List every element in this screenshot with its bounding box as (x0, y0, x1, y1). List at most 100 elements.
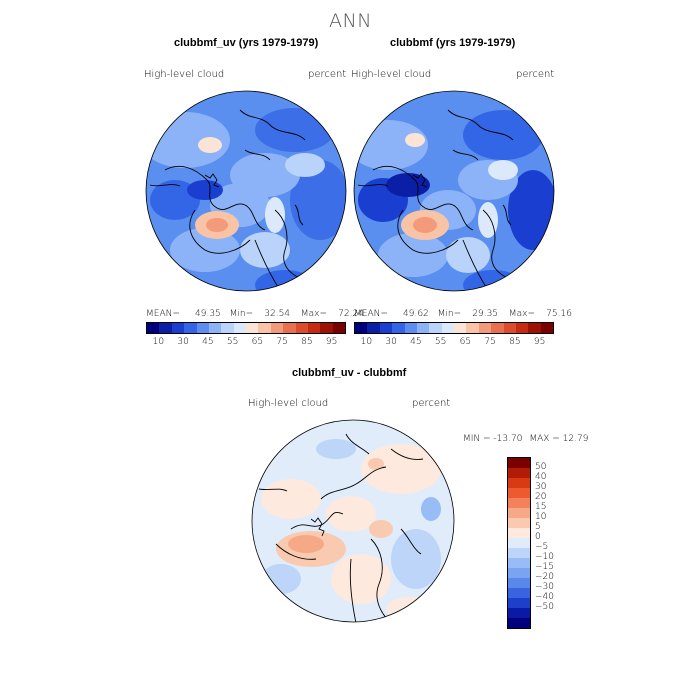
panel1-colorbar (146, 322, 346, 334)
panel2-max-label: Max= (508, 309, 536, 319)
panel3-colorbar-tick-label: −40 (535, 592, 554, 602)
panel3-colorbar-tick-label: −30 (535, 582, 554, 592)
panel1-colorbar-tick-label: 65 (251, 337, 264, 347)
panel2-colorbar-swatch (515, 323, 529, 333)
panel1-polar-map (145, 90, 347, 292)
panel1-colorbar-swatch (246, 323, 259, 333)
panel3-colorbar-swatch (508, 528, 530, 538)
panel3-colorbar-swatch (508, 598, 530, 608)
panel3-units-label: percent (412, 398, 451, 409)
panel2-colorbar-swatch (404, 323, 417, 333)
panel2-colorbar-swatch (355, 323, 368, 333)
panel3-colorbar-tick-label: −15 (535, 562, 554, 572)
panel3-colorbar-tick-label: 40 (535, 472, 547, 482)
panel3-colorbar-swatch (508, 548, 530, 558)
panel2-colorbar-swatch (528, 323, 541, 333)
panel1-colorbar-swatch (320, 323, 333, 333)
panel3-polar-map (251, 419, 455, 623)
panel1-title: clubbmf_uv (yrs 1979-1979) (174, 37, 319, 49)
panel1-colorbar-swatch (184, 323, 197, 333)
panel3-colorbar-swatch (508, 618, 530, 628)
panel1-colorbar-swatch (208, 323, 222, 333)
panel2-colorbar-swatch (441, 323, 454, 333)
panel3-colorbar-swatch (508, 588, 530, 598)
panel1-colorbar-tick-label: 95 (325, 337, 338, 347)
panel1-colorbar-tick-label: 85 (301, 337, 313, 347)
panel2-colorbar-swatch (367, 323, 380, 333)
panel3-colorbar-swatch (508, 498, 530, 508)
panel2-colorbar-tick-label: 30 (385, 337, 397, 347)
panel3-min-label: MIN = (463, 434, 494, 444)
panel3-colorbar-swatch (508, 558, 530, 568)
panel2-colorbar-swatch (392, 323, 405, 333)
panel2-stats: MEAN= 49.62 Min= 29.35 Max= 75.16 (354, 309, 572, 319)
panel3-colorbar-tick-label: −50 (535, 602, 554, 612)
panel3-colorbar-tick-label: 15 (535, 502, 547, 512)
panel3-variable-label: High-level cloud (248, 398, 329, 409)
panel3-min-value: -13.70 (493, 434, 523, 444)
panel2-colorbar-swatch (540, 323, 553, 333)
panel3-max-label: MAX = (529, 434, 563, 444)
panel1-colorbar-tick-label: 30 (177, 337, 189, 347)
panel2-colorbar-tick-label: 85 (509, 337, 521, 347)
panel3-colorbar-tick-label: −20 (535, 572, 554, 582)
panel2-colorbar-swatch (416, 323, 430, 333)
panel1-colorbar-swatch (283, 323, 296, 333)
panel1-colorbar-tick-label: 55 (226, 337, 239, 347)
panel1-colorbar-tick-label: 75 (276, 337, 288, 347)
panel3-colorbar-swatch (508, 458, 530, 468)
panel3-colorbar-swatch (508, 468, 530, 478)
panel2-colorbar-swatch (466, 323, 479, 333)
panel1-colorbar-swatch (196, 323, 209, 333)
panel2-variable-label: High-level cloud (351, 69, 432, 80)
panel2-colorbar-swatch (478, 323, 492, 333)
panel1-units-label: percent (308, 69, 347, 80)
panel3-colorbar-tick-label: 50 (535, 462, 547, 472)
panel1-colorbar-swatch (307, 323, 321, 333)
panel3-max-value: 12.79 (562, 434, 589, 444)
panel3-title: clubbmf_uv - clubbmf (292, 367, 407, 379)
panel2-colorbar-swatch (491, 323, 504, 333)
panel2-colorbar-tick-label: 95 (533, 337, 546, 347)
panel2-colorbar-tick-label: 45 (410, 337, 422, 347)
panel1-colorbar-swatch (295, 323, 308, 333)
panel1-variable-label: High-level cloud (144, 69, 225, 80)
panel3-colorbar-labels: 50 40 30 20 15 10 5 0 −5 −10 −15 −20 −30 −40 −50 (535, 457, 575, 629)
figure-title: ANN (329, 10, 372, 32)
panel2-colorbar-swatch (503, 323, 516, 333)
panel3-stats: MIN = -13.70 MAX = 12.79 (463, 434, 588, 444)
panel2-max-value: 75.16 (546, 309, 572, 319)
panel1-max-value: 72.24 (338, 309, 364, 319)
panel2-colorbar-swatch (454, 323, 467, 333)
panel1-mean-value: 49.35 (195, 309, 221, 319)
panel2-colorbar-swatch (429, 323, 442, 333)
panel2-units-label: percent (516, 69, 555, 80)
panel3-colorbar-tick-label: −5 (535, 542, 549, 552)
panel1-colorbar-swatch (171, 323, 185, 333)
panel2-colorbar-swatch (379, 323, 393, 333)
panel2-colorbar-tick-label: 65 (459, 337, 472, 347)
panel1-min-value: 32.54 (264, 309, 291, 319)
panel3-colorbar-swatch (508, 568, 530, 578)
panel2-colorbar (354, 322, 554, 334)
panel3-colorbar-tick-label: 10 (535, 512, 547, 522)
panel3-colorbar-swatch (508, 578, 530, 588)
panel2-colorbar-labels: 10 30 45 55 65 75 85 95 (354, 337, 552, 349)
panel1-colorbar-tick-label: 45 (202, 337, 214, 347)
panel2-min-label: Min= (437, 309, 462, 319)
panel3-colorbar-swatch (508, 478, 530, 488)
panel1-stats: MEAN= 49.35 Min= 32.54 Max= 72.24 (146, 309, 364, 319)
panel3-colorbar-tick-label: −10 (535, 552, 554, 562)
panel3-colorbar-swatch (508, 508, 530, 518)
panel3-colorbar-tick-label: 5 (535, 522, 541, 532)
panel3-colorbar-swatch (508, 538, 530, 548)
panel1-max-label: Max= (300, 309, 328, 319)
panel3-colorbar-swatch (508, 608, 530, 618)
panel1-mean-label: MEAN= (146, 309, 180, 319)
panel2-mean-label: MEAN= (354, 309, 388, 319)
panel3-colorbar-tick-label: 20 (535, 492, 547, 502)
panel2-title: clubbmf (yrs 1979-1979) (390, 37, 516, 49)
panel1-colorbar-swatch (147, 323, 160, 333)
panel1-min-label: Min= (229, 309, 254, 319)
panel3-colorbar-tick-label: 30 (535, 482, 547, 492)
